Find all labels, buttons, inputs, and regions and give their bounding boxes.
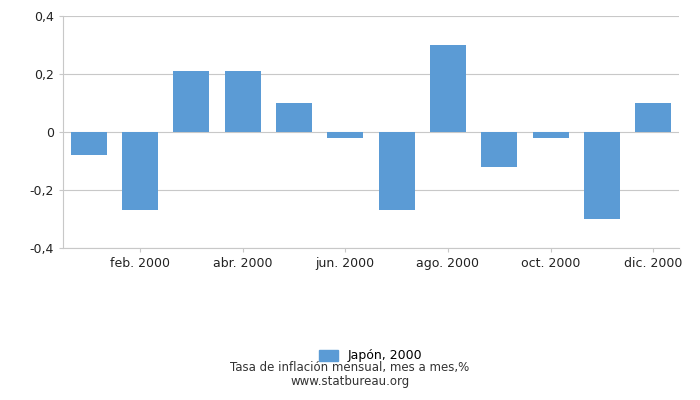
Text: Tasa de inflación mensual, mes a mes,%: Tasa de inflación mensual, mes a mes,% (230, 362, 470, 374)
Bar (328, 132, 363, 138)
Bar (584, 132, 620, 219)
Text: www.statbureau.org: www.statbureau.org (290, 376, 410, 388)
Bar (379, 132, 414, 210)
Bar (122, 132, 158, 210)
Legend: Japón, 2000: Japón, 2000 (319, 349, 423, 362)
Bar (430, 45, 466, 132)
Bar (636, 103, 671, 132)
Bar (533, 132, 568, 138)
Bar (225, 71, 260, 132)
Bar (276, 103, 312, 132)
Bar (482, 132, 517, 167)
Bar (174, 71, 209, 132)
Bar (71, 132, 106, 155)
